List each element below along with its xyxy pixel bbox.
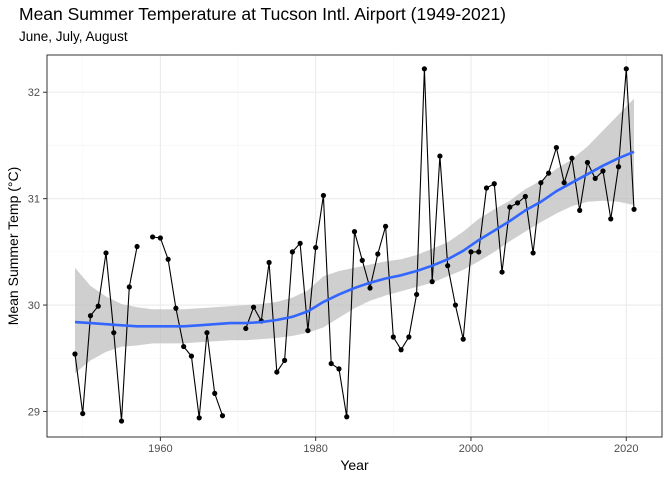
data-point [305,327,311,334]
panel-background [47,55,662,437]
data-point [577,207,583,213]
data-point [476,249,482,255]
data-point [390,334,396,340]
data-point [165,256,171,262]
data-point [584,159,591,166]
data-point [445,263,451,269]
data-point [103,250,109,256]
x-axis-ticks: 1960 1980 2000 2020 [148,437,639,455]
data-point [491,181,497,187]
data-point [80,410,86,417]
data-point [367,285,373,291]
smooth-trend-line [74,150,635,328]
data-point [600,168,606,174]
data-point [631,206,637,212]
data-point [522,193,528,200]
x-tick-label: 2020 [614,443,638,455]
data-point [274,369,280,375]
panel-border [46,54,663,438]
data-point [111,330,117,336]
x-tick-label: 2000 [459,443,483,455]
data-point [414,291,420,298]
y-tick-label: 29 [28,406,40,418]
data-point [538,180,544,186]
data-point [134,243,140,250]
data-point [320,192,327,199]
data-point [282,357,288,363]
y-tick-label: 30 [28,300,40,312]
data-point [95,303,101,309]
data-point [118,418,125,424]
data-point [429,279,435,285]
grid-minor [47,55,662,437]
data-point [188,353,195,359]
data-point [546,170,552,176]
data-point [266,259,272,266]
x-tick-label: 1980 [303,443,327,455]
data-point [150,234,156,240]
chart-subtitle: June, July, August [19,29,128,44]
data-point [483,185,490,191]
confidence-ribbon-layer [75,98,634,374]
y-tick-label: 31 [28,194,40,206]
data-point [219,413,226,419]
data-point [507,204,513,210]
data-point-layer [72,66,637,424]
data-point [328,360,334,367]
data-point [359,257,365,263]
data-point [460,336,466,342]
data-point [196,415,202,421]
data-point [375,251,381,257]
data-point [530,250,536,256]
data-point [173,305,179,311]
data-point [561,180,567,186]
y-axis-title: Mean Summer Temp (°C) [5,167,21,326]
y-axis-ticks: 29 30 31 32 [28,87,47,418]
data-point [514,200,521,206]
data-point [72,351,78,357]
data-point [313,244,319,251]
x-tick-label: 1960 [148,443,172,455]
data-point [289,249,295,255]
data-point [553,144,559,151]
data-point [243,325,249,332]
data-point [157,235,163,241]
data-point [382,223,389,229]
data-point [569,155,575,161]
data-point [126,284,132,290]
data-point [499,269,505,275]
data-point [452,302,459,308]
data-point [615,164,622,170]
data-point [336,366,342,372]
data-point [421,66,427,72]
chart-title: Mean Summer Temperature at Tucson Intl. … [19,4,507,24]
data-point [351,229,358,235]
data-point [623,66,629,72]
data-point [250,304,257,310]
data-point [437,153,443,159]
data-point [344,414,350,420]
y-tick-label: 32 [28,87,40,99]
data-point [204,330,210,336]
data-point [212,390,218,396]
data-point [592,175,598,182]
data-point [87,313,94,319]
data-point [406,334,412,340]
x-axis-title: Year [340,457,369,473]
data-point [608,216,614,222]
data-point [297,240,303,246]
smooth-line-layer [74,150,635,328]
data-point [181,343,187,350]
confidence-ribbon [75,98,634,374]
data-line-segment [152,236,224,418]
data-point [468,249,474,255]
data-point [398,347,404,353]
